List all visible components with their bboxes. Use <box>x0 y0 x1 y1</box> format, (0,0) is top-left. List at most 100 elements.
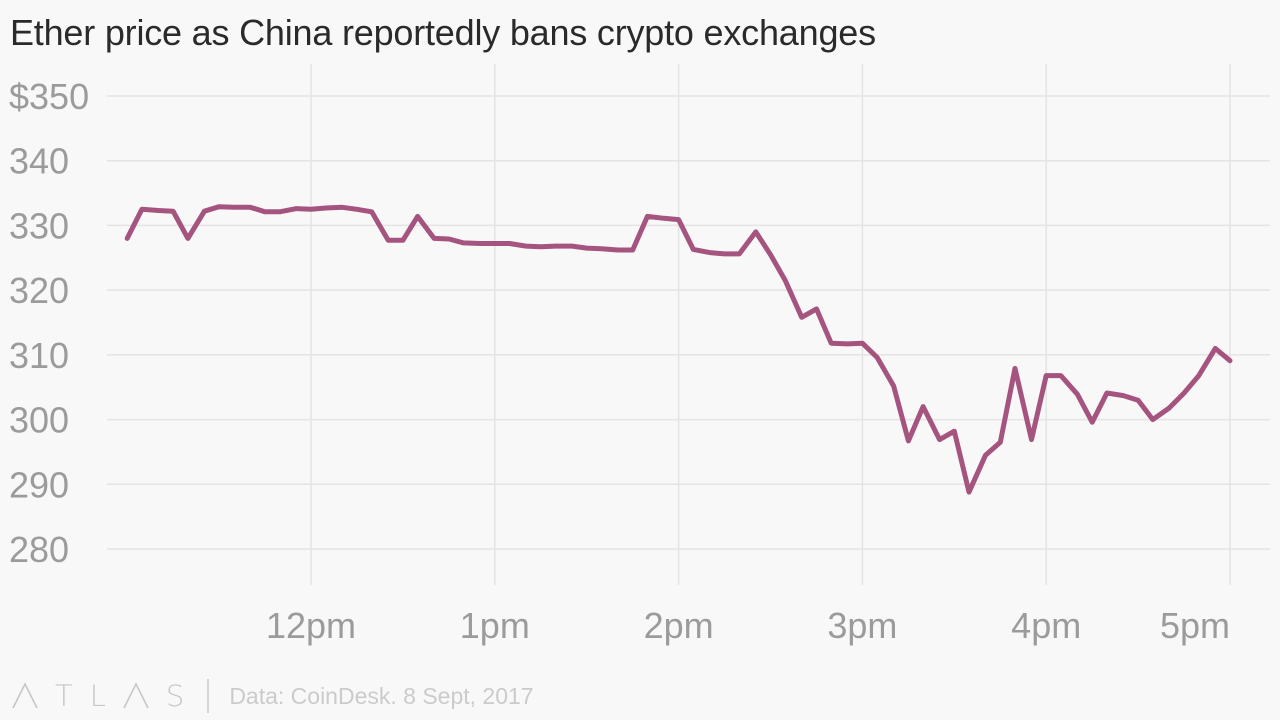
x-axis-ticks: 12pm 1pm 2pm 3pm 4pm 5pm <box>266 605 1230 646</box>
series-layer <box>124 204 1233 495</box>
data-point <box>400 238 405 243</box>
y-tick-label: 280 <box>9 529 69 570</box>
data-point <box>185 236 190 241</box>
ether-price-line <box>124 204 1233 495</box>
data-point <box>722 251 727 256</box>
data-point <box>768 252 773 257</box>
data-point <box>340 205 345 210</box>
data-point <box>1196 373 1201 378</box>
data-point <box>323 205 328 210</box>
data-point <box>171 209 176 214</box>
data-point <box>645 214 650 219</box>
data-point <box>125 236 130 241</box>
data-point <box>217 204 222 209</box>
data-point <box>952 429 957 434</box>
data-point <box>1228 358 1233 363</box>
data-point <box>1075 392 1080 397</box>
y-tick-label: 320 <box>9 270 69 311</box>
data-point <box>998 440 1003 445</box>
data-point <box>1029 437 1034 442</box>
data-point <box>860 341 865 346</box>
y-tick-label: 340 <box>9 141 69 182</box>
data-point <box>906 438 911 443</box>
data-point <box>937 437 942 442</box>
data-point <box>415 214 420 219</box>
data-point <box>369 209 374 214</box>
chart: $350 340 330 320 310 300 290 280 12pm 1pm 2pm 3pm 4… <box>9 64 1270 646</box>
data-point <box>202 209 207 214</box>
x-tick-label: 1pm <box>460 605 530 646</box>
atlas-logo: T L S <box>12 679 201 713</box>
data-point <box>1044 373 1049 378</box>
data-point <box>553 244 558 249</box>
data-point <box>386 238 391 243</box>
x-tick-label: 3pm <box>827 605 897 646</box>
data-point <box>845 341 850 346</box>
y-tick-label: 300 <box>9 400 69 441</box>
data-point <box>707 250 712 255</box>
data-point <box>1058 373 1063 378</box>
data-point <box>1182 391 1187 396</box>
data-point <box>156 208 161 213</box>
x-tick-label: 12pm <box>266 605 356 646</box>
data-point <box>309 207 314 212</box>
data-point <box>538 244 543 249</box>
data-point <box>507 241 512 246</box>
data-point <box>139 207 144 212</box>
x-tick-label: 2pm <box>644 605 714 646</box>
data-point <box>967 490 972 495</box>
data-point <box>524 244 529 249</box>
data-point <box>1167 405 1172 410</box>
data-point <box>891 383 896 388</box>
data-point <box>277 209 282 214</box>
data-point <box>1121 393 1126 398</box>
data-point <box>1104 391 1109 396</box>
data-point <box>354 207 359 212</box>
y-tick-label: 290 <box>9 464 69 505</box>
data-point <box>1136 398 1141 403</box>
footer-divider <box>207 679 210 713</box>
logo-letter-l: L <box>89 679 106 713</box>
y-tick-label: 330 <box>9 205 69 246</box>
data-point <box>737 251 742 256</box>
data-point <box>1090 420 1095 425</box>
data-point <box>875 355 880 360</box>
data-point <box>661 216 666 221</box>
data-point <box>921 404 926 409</box>
x-tick-label: 4pm <box>1011 605 1081 646</box>
data-point <box>630 248 635 253</box>
data-source: Data: CoinDesk. 8 Sept, 2017 <box>229 682 534 709</box>
logo-letter-t: T <box>55 679 73 713</box>
x-tick-label: 5pm <box>1160 605 1230 646</box>
data-point <box>983 453 988 458</box>
data-point <box>584 246 589 251</box>
y-tick-label: $350 <box>9 76 89 117</box>
data-point <box>691 247 696 252</box>
data-point <box>753 229 758 234</box>
data-point <box>461 240 466 245</box>
footer: T L S Data: CoinDesk. 8 Sept, 2017 <box>12 676 534 716</box>
data-point <box>231 205 236 210</box>
data-point <box>1012 366 1017 371</box>
data-point <box>676 217 681 222</box>
data-point <box>294 206 299 211</box>
data-point <box>569 244 574 249</box>
data-point <box>263 209 268 214</box>
data-point <box>446 237 451 242</box>
data-point <box>783 278 788 283</box>
logo-letter-a2 <box>123 683 149 709</box>
data-point <box>615 248 620 253</box>
data-point <box>829 341 834 346</box>
data-point <box>599 246 604 251</box>
logo-letter-s: S <box>165 679 185 713</box>
data-point <box>1150 417 1155 422</box>
data-point <box>814 306 819 311</box>
data-point <box>432 236 437 241</box>
data-point <box>799 315 804 320</box>
y-tick-label: 310 <box>9 335 69 376</box>
grid <box>107 64 1270 585</box>
data-point <box>492 241 497 246</box>
data-point <box>1213 346 1218 351</box>
logo-letter-a <box>12 683 38 709</box>
data-point <box>478 241 483 246</box>
